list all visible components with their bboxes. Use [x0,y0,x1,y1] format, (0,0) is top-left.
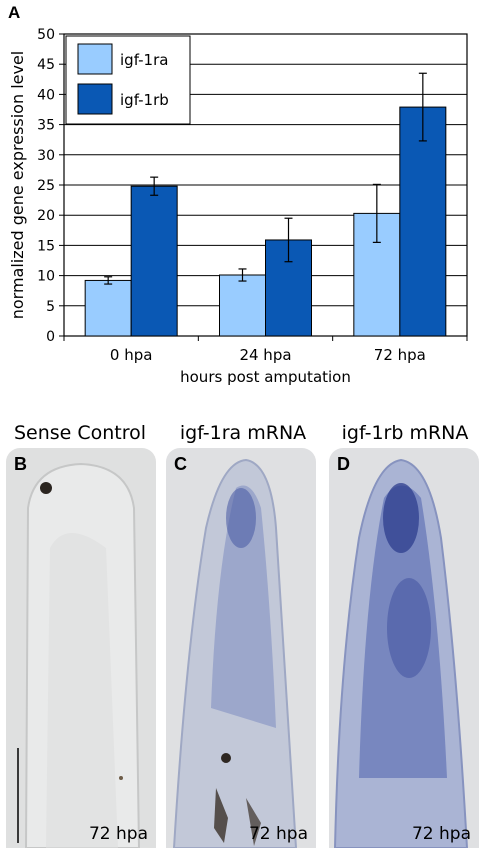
panel-letter-c: C [174,454,187,474]
y-tick-label: 40 [37,87,55,103]
legend-swatch [77,83,113,115]
micrograph-igf-1rb: D 72 hpa [329,448,479,848]
panel-d-timepoint: 72 hpa [411,824,471,844]
panel-d-title: igf-1rb mRNA [341,422,469,444]
y-tick-label: 25 [37,178,55,194]
bar [130,185,178,337]
panel-letter-b: B [14,454,27,474]
panel-c-title: igf-1ra mRNA [179,422,307,444]
micrograph-igf-1ra: C 72 hpa [166,448,316,848]
panel-b-title: Sense Control [13,422,147,444]
bar [399,106,447,337]
panel-b-timepoint: 72 hpa [88,824,148,844]
y-tick-label: 35 [37,118,55,134]
legend-label: igf-1ra [120,51,168,69]
x-axis-label: hours post amputation [180,368,351,386]
panel-letter-a: A [8,3,21,22]
x-tick-label: 72 hpa [374,346,426,364]
legend-label: igf-1rb [120,91,169,109]
legend-swatch [77,43,113,75]
bar [84,279,132,337]
bar-chart: 0 5 10 15 20 25 30 35 40 45 50 0 hpa 24 hpa 72 hpa hou… [8,27,468,386]
y-tick-label: 15 [37,238,55,254]
y-tick-label: 20 [37,208,55,224]
y-tick-label: 45 [37,57,55,73]
x-tick-label: 24 hpa [239,346,291,364]
x-tick-label: 0 hpa [110,346,153,364]
micrograph-sense-control: B 72 hpa [6,448,156,848]
bar [219,274,266,337]
y-tick-label: 5 [46,299,55,315]
y-tick-label: 10 [37,269,55,285]
y-tick-label: 50 [37,27,55,43]
y-tick-label: 0 [46,329,55,345]
panel-c-timepoint: 72 hpa [248,824,308,844]
y-tick-label: 30 [37,148,55,164]
panel-letter-d: D [337,454,350,474]
y-axis-label: normalized gene expression level [8,51,27,320]
